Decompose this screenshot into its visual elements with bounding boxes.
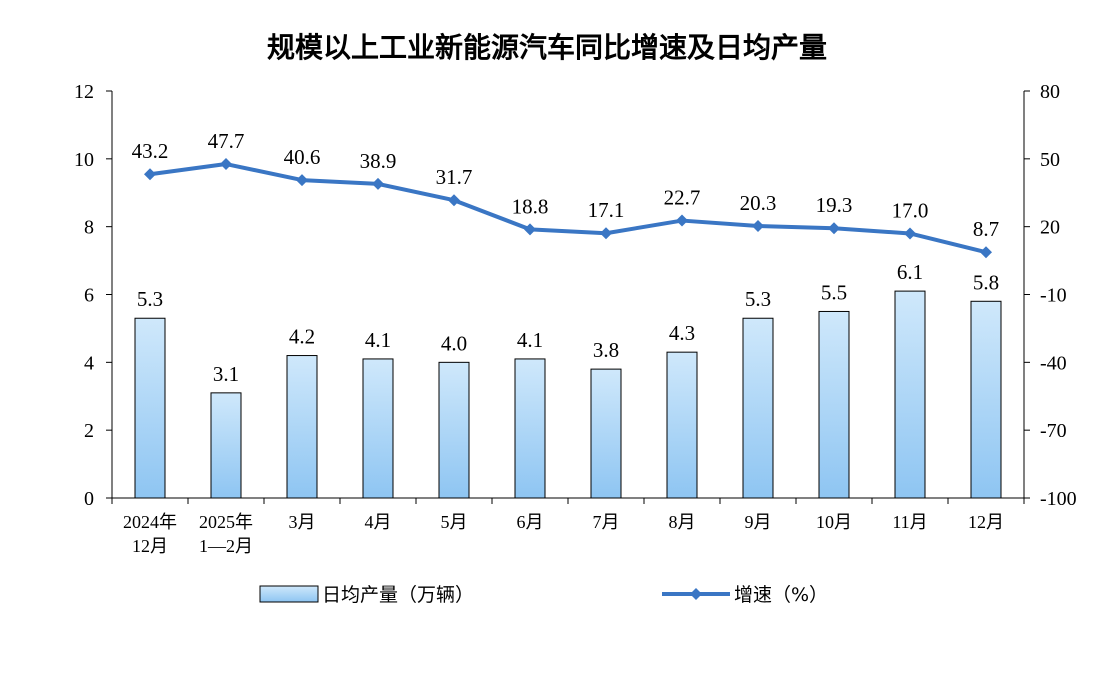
bar-data-label: 3.1 xyxy=(213,362,239,386)
line-point xyxy=(980,246,992,259)
left-tick-label: 12 xyxy=(74,81,94,103)
line-point xyxy=(904,227,916,240)
line-data-label: 22.7 xyxy=(664,186,701,210)
line-data-label: 18.8 xyxy=(512,194,549,218)
x-tick-label: 6月 xyxy=(517,512,544,532)
line-data-label: 31.7 xyxy=(436,165,473,189)
bar xyxy=(210,392,242,499)
line-data-label: 8.7 xyxy=(973,217,999,241)
line-point xyxy=(524,223,536,236)
x-tick-label: 3月 xyxy=(289,512,316,532)
x-tick-label: 1—2月 xyxy=(199,536,253,556)
bar xyxy=(438,361,470,499)
right-tick-label: 80 xyxy=(1040,81,1060,103)
bar-data-label: 5.5 xyxy=(821,280,847,304)
bar-data-label: 5.3 xyxy=(745,287,771,311)
left-tick-label: 4 xyxy=(84,352,94,374)
bar xyxy=(134,317,166,499)
bar xyxy=(590,368,622,499)
line-data-label: 40.6 xyxy=(284,145,321,169)
legend-line-label: 增速（%） xyxy=(734,584,828,606)
left-tick-label: 2 xyxy=(84,420,94,442)
line-data-label: 19.3 xyxy=(816,193,853,217)
bar-series xyxy=(134,290,1002,499)
line-point xyxy=(220,158,232,171)
x-tick-label: 12月 xyxy=(132,536,168,556)
line-point xyxy=(296,174,308,187)
bar xyxy=(970,300,1002,499)
line-point xyxy=(448,194,460,207)
left-tick-label: 0 xyxy=(84,488,94,510)
left-tick-label: 8 xyxy=(84,217,94,239)
line-data-label: 38.9 xyxy=(360,149,397,173)
line-point xyxy=(144,168,156,181)
line-series xyxy=(144,158,992,259)
x-tick-label: 10月 xyxy=(816,512,852,532)
bar-data-label: 4.3 xyxy=(669,321,695,345)
x-tick-label: 2025年 xyxy=(199,512,253,532)
bar-data-label: 4.1 xyxy=(365,328,391,352)
right-tick-label: -70 xyxy=(1040,420,1067,442)
bar xyxy=(894,290,926,499)
x-tick-label: 8月 xyxy=(669,512,696,532)
line-point xyxy=(600,227,612,240)
legend-line-marker xyxy=(690,588,702,600)
growth-line xyxy=(149,162,987,255)
x-tick-label: 5月 xyxy=(441,512,468,532)
bar-data-label: 5.3 xyxy=(137,287,163,311)
right-tick-label: -10 xyxy=(1040,285,1067,307)
bar xyxy=(286,355,318,499)
bar xyxy=(514,358,546,499)
x-tick-label: 2024年 xyxy=(123,512,177,532)
line-point xyxy=(372,177,384,190)
bar-data-label: 6.1 xyxy=(897,260,923,284)
right-tick-label: -40 xyxy=(1040,352,1067,374)
left-tick-label: 10 xyxy=(74,149,94,171)
bar xyxy=(742,317,774,499)
bar-data-label: 3.8 xyxy=(593,338,619,362)
line-data-label: 17.0 xyxy=(892,198,929,222)
bar-data-label: 5.8 xyxy=(973,270,999,294)
x-tick-label: 12月 xyxy=(968,512,1004,532)
x-tick-label: 9月 xyxy=(745,512,772,532)
line-point xyxy=(828,222,840,235)
bar xyxy=(666,351,698,499)
line-data-label: 17.1 xyxy=(588,198,625,222)
line-data-label: 20.3 xyxy=(740,191,777,215)
right-tick-label: 50 xyxy=(1040,149,1060,171)
line-data-label: 43.2 xyxy=(132,139,169,163)
bar-data-label: 4.1 xyxy=(517,328,543,352)
bar xyxy=(362,358,394,499)
data-labels: 5.3 3.1 4.2 4.1 4.0 4.1 3.8 4.3 5.3 5.5 6.1 5.8 43.2… xyxy=(132,129,1000,386)
x-tick-label: 4月 xyxy=(365,512,392,532)
chart-axes: 0 2 4 6 8 10 12 -100 -70 -40 -10 20 50 80 2024年 12月 2025… xyxy=(74,81,1077,556)
line-point xyxy=(752,219,764,232)
legend-bar-swatch xyxy=(259,585,319,603)
x-tick-label: 7月 xyxy=(593,512,620,532)
bar-data-label: 4.2 xyxy=(289,325,315,349)
right-tick-label: 20 xyxy=(1040,217,1060,239)
bar-data-label: 4.0 xyxy=(441,331,467,355)
bar xyxy=(818,310,850,499)
line-data-label: 47.7 xyxy=(208,129,245,153)
legend: 日均产量（万辆） 增速（%） xyxy=(259,584,828,606)
left-tick-label: 6 xyxy=(84,285,94,307)
right-tick-label: -100 xyxy=(1040,488,1077,510)
legend-bar-label: 日均产量（万辆） xyxy=(322,584,474,606)
chart-title: 规模以上工业新能源汽车同比增速及日均产量 xyxy=(266,31,827,64)
x-tick-label: 11月 xyxy=(892,512,927,532)
line-point xyxy=(676,214,688,227)
